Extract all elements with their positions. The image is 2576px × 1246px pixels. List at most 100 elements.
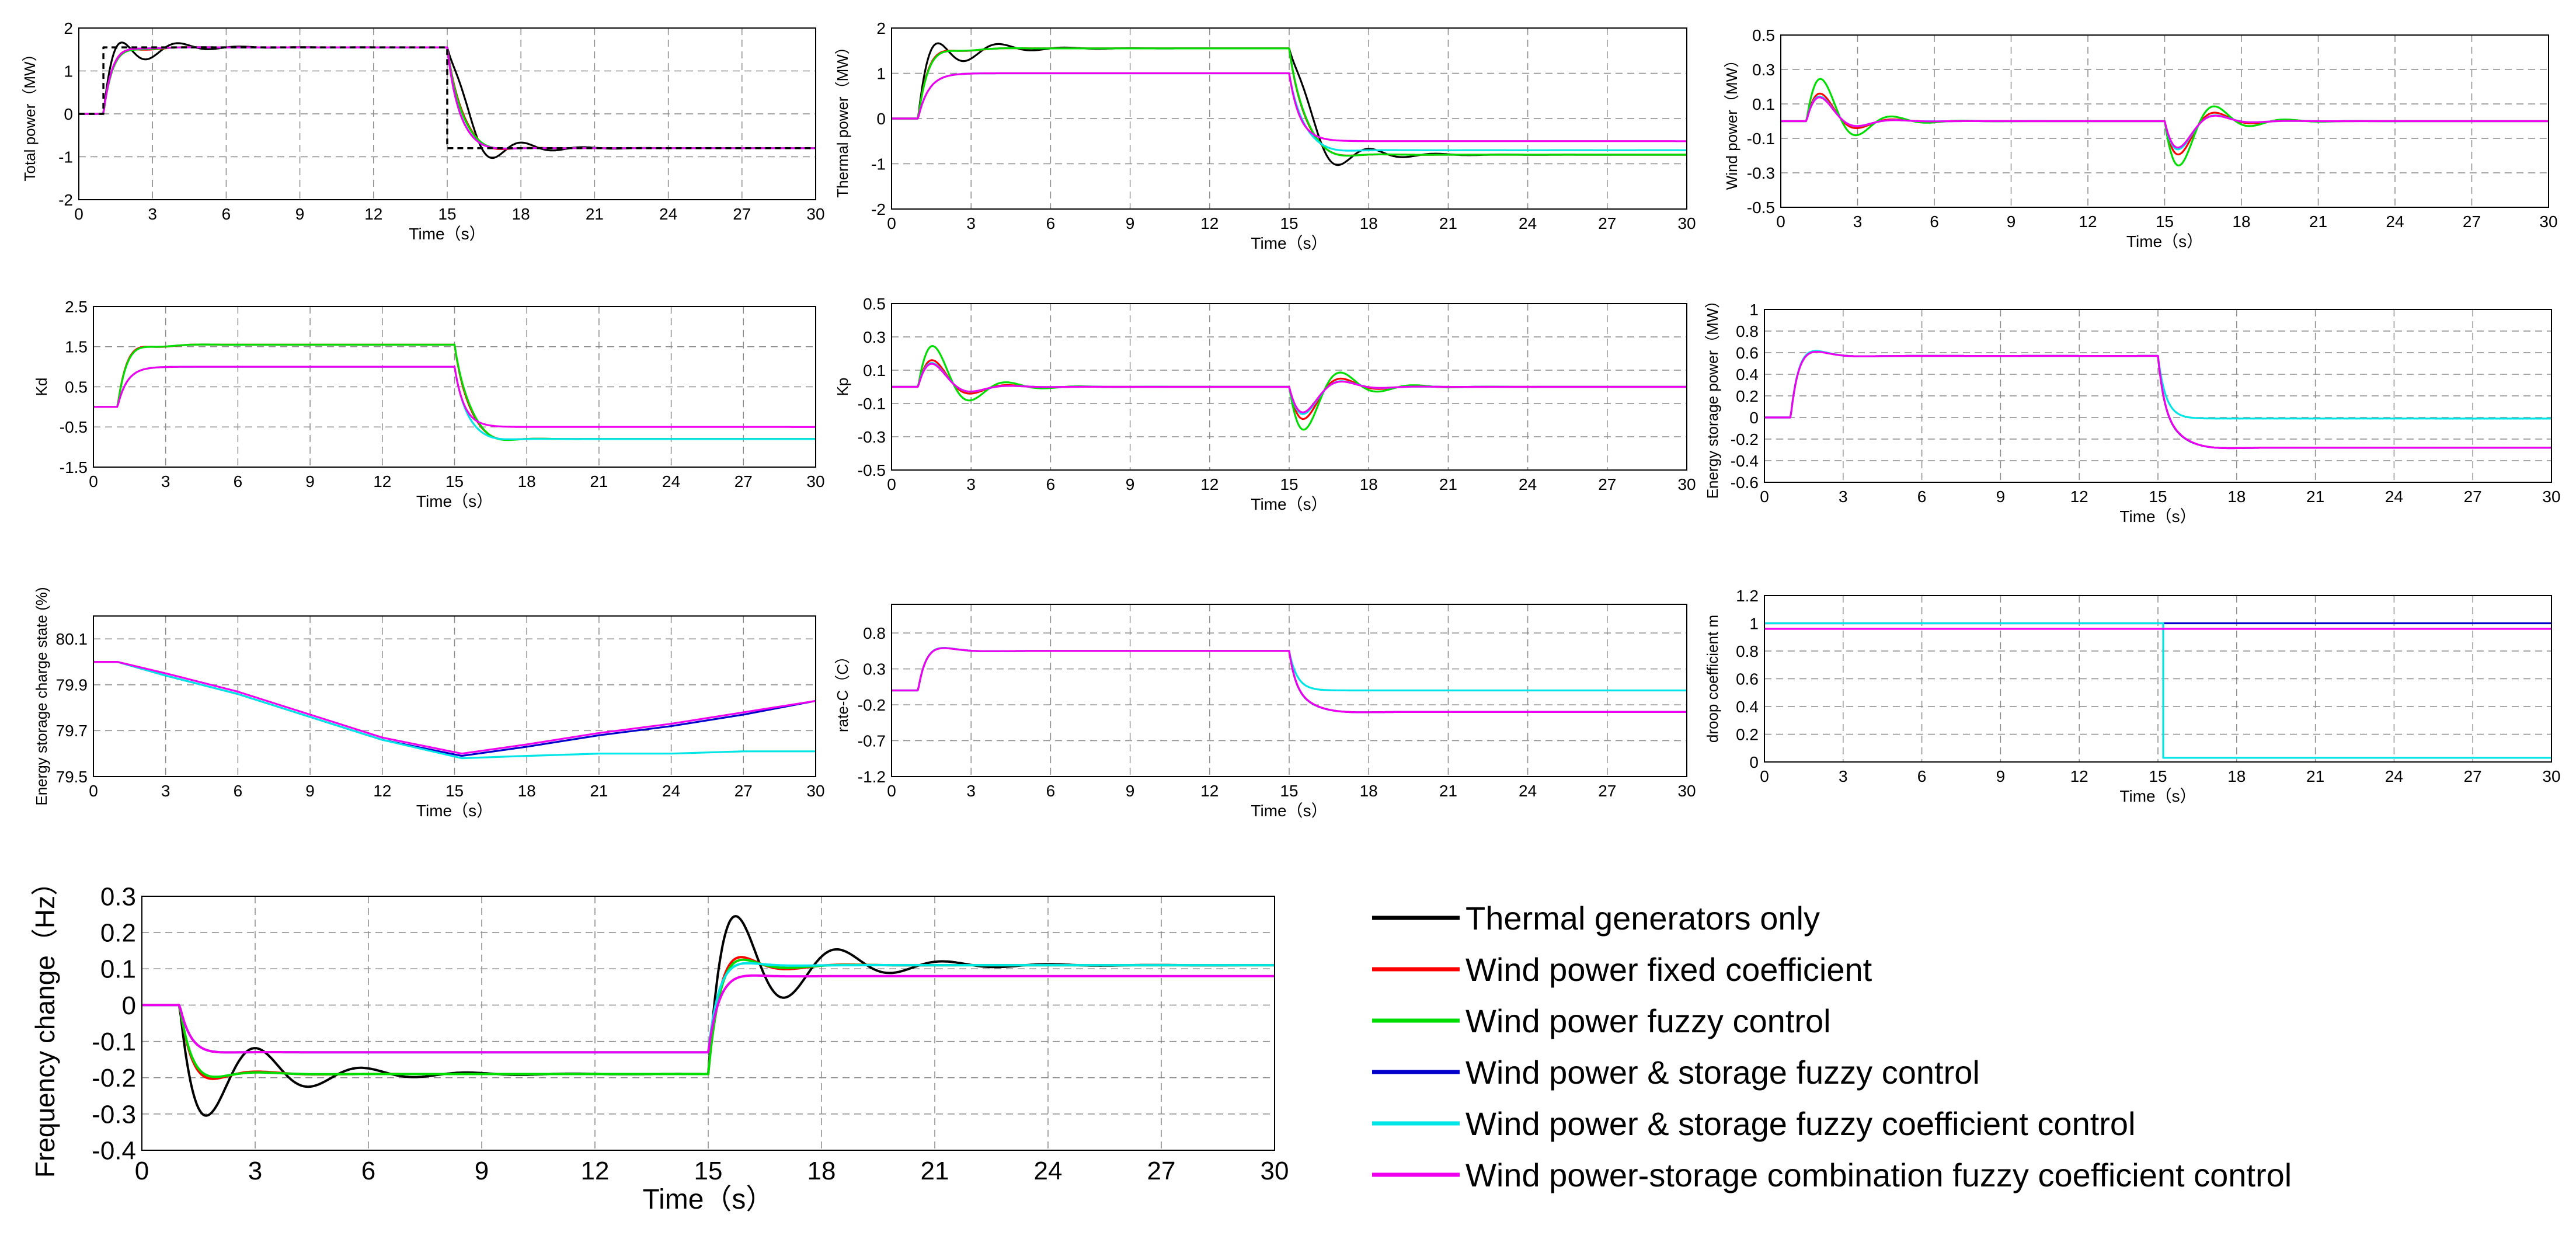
x-tick-label: 24 (1519, 214, 1537, 232)
x-axis-label: Time（s） (2126, 232, 2203, 250)
y-tick-label: -0.5 (60, 418, 88, 436)
x-tick-label: 0 (1760, 488, 1769, 506)
x-tick-label: 24 (2386, 213, 2404, 231)
x-tick-label: 9 (1126, 782, 1135, 800)
x-tick-label: 18 (1360, 782, 1378, 800)
x-tick-label: 24 (2385, 488, 2403, 506)
y-axis-label: Kd (33, 378, 50, 396)
y-tick-label: 0.3 (863, 660, 886, 678)
y-tick-label: 0 (1749, 409, 1759, 427)
series-line-wind-power-storage-fuzzy-coefficient-control (93, 661, 816, 760)
y-tick-label: 79.9 (56, 676, 88, 694)
x-tick-label: 21 (2309, 213, 2327, 231)
x-tick-label: 12 (1200, 782, 1219, 800)
x-tick-label: 21 (586, 205, 604, 223)
x-tick-label: 12 (2070, 488, 2088, 506)
y-tick-label: 0.3 (863, 328, 886, 346)
x-tick-label: 18 (807, 1157, 836, 1185)
chart-rate-c: 0 3 6 9 12 15 18 21 24 27 30 -1.2 -0.7 -0.2 0.3 0.8 Time… (834, 604, 1696, 820)
y-tick-label: -1 (871, 155, 886, 173)
y-tick-label: -2 (58, 191, 73, 209)
x-tick-label: 30 (2542, 767, 2560, 785)
y-tick-label: 79.7 (56, 722, 88, 740)
x-tick-label: 15 (445, 782, 464, 800)
series-line-wind-power-storage-fuzzy-coefficient-control (1764, 622, 2551, 759)
x-tick-label: 27 (1598, 475, 1616, 493)
x-tick-label: 27 (734, 472, 753, 490)
series-line-wind-power-storage-combination-fuzzy-coefficient-control (892, 72, 1687, 142)
y-tick-label: 0 (1749, 753, 1759, 771)
series-line-wind-power-storage-combination-fuzzy-coefficient-control (892, 363, 1687, 413)
x-tick-label: 27 (2463, 213, 2481, 231)
y-tick-label: 0.5 (65, 378, 88, 396)
chart-wind-power: 0 3 6 9 12 15 18 21 24 27 30 -0.5 -0.3 -0.1 0.1 0.3 0.5 T… (1723, 26, 2558, 250)
y-tick-label: 0.5 (1752, 26, 1775, 44)
x-axis-label: Time（s） (409, 225, 485, 243)
x-tick-label: 3 (966, 782, 976, 800)
y-axis-label: Energy storage power（MW） (1704, 293, 1721, 499)
x-tick-label: 27 (1598, 214, 1616, 232)
x-tick-label: 3 (1839, 767, 1848, 785)
y-tick-label: -0.1 (858, 395, 886, 413)
y-axis-label: rate-C（C） (834, 649, 851, 732)
x-tick-label: 12 (581, 1157, 610, 1185)
axes-border (93, 306, 816, 468)
x-tick-label: 9 (305, 782, 315, 800)
x-tick-label: 18 (2227, 767, 2246, 785)
y-tick-label: 0.3 (1752, 61, 1775, 79)
y-tick-label: -1.5 (60, 458, 88, 476)
y-tick-label: 0.8 (863, 624, 886, 642)
x-tick-label: 21 (2306, 767, 2324, 785)
x-tick-label: 9 (295, 205, 305, 223)
x-tick-label: 30 (1677, 475, 1696, 493)
y-tick-label: 2.5 (65, 298, 88, 316)
x-tick-label: 21 (590, 472, 608, 490)
series-line-reference (79, 46, 816, 149)
y-tick-label: -0.3 (92, 1100, 136, 1129)
x-tick-label: 15 (2149, 767, 2167, 785)
y-tick-label: -1 (58, 148, 73, 166)
y-tick-label: -0.3 (1747, 164, 1775, 182)
axes-border (1764, 309, 2552, 483)
y-tick-label: -2 (871, 200, 886, 218)
y-tick-label: 0.6 (1736, 344, 1759, 362)
x-axis-label: Time（s） (2119, 507, 2196, 525)
y-tick-label: 0.6 (1736, 670, 1759, 688)
x-tick-label: 18 (2232, 213, 2250, 231)
x-tick-label: 15 (1280, 782, 1298, 800)
x-tick-label: 3 (248, 1157, 262, 1185)
y-tick-label: 2 (876, 19, 886, 37)
axes-border (1780, 34, 2549, 208)
x-tick-label: 24 (662, 782, 680, 800)
x-axis-label: Time（s） (416, 802, 493, 820)
x-tick-label: 21 (1439, 782, 1457, 800)
legend-label: Wind power-storage combination fuzzy coe… (1465, 1157, 2292, 1193)
x-tick-label: 24 (1034, 1157, 1063, 1185)
y-tick-label: 80.1 (56, 630, 88, 648)
chart-kd: 0 3 6 9 12 15 18 21 24 27 30 -1.5 -0.5 0.5 1.5 2.5 Time（… (33, 298, 825, 510)
y-axis-label: Kp (834, 378, 851, 396)
x-tick-label: 0 (887, 475, 896, 493)
series-line-wind-power-storage-combination-fuzzy-coefficient-control (1781, 96, 2549, 149)
y-tick-label: 1 (1749, 301, 1759, 319)
x-tick-label: 21 (921, 1157, 949, 1185)
y-tick-label: -0.2 (858, 696, 886, 714)
y-tick-label: -0.4 (1731, 452, 1759, 470)
x-tick-label: 21 (1439, 475, 1457, 493)
x-tick-label: 15 (1280, 214, 1298, 232)
y-tick-label: 0 (64, 105, 73, 123)
y-tick-label: -0.2 (1731, 430, 1759, 448)
axes-border (78, 27, 816, 200)
x-tick-label: 9 (305, 472, 315, 490)
x-tick-label: 6 (222, 205, 231, 223)
x-tick-label: 30 (806, 472, 824, 490)
x-tick-label: 30 (1677, 782, 1696, 800)
x-tick-label: 6 (1930, 213, 1939, 231)
y-axis-label: Frequency change（Hz） (30, 869, 60, 1178)
x-tick-label: 24 (659, 205, 677, 223)
x-tick-label: 30 (806, 205, 824, 223)
x-tick-label: 15 (694, 1157, 723, 1185)
y-tick-label: 0.2 (100, 919, 136, 948)
x-tick-label: 9 (1126, 475, 1135, 493)
y-tick-label: -0.3 (858, 428, 886, 446)
